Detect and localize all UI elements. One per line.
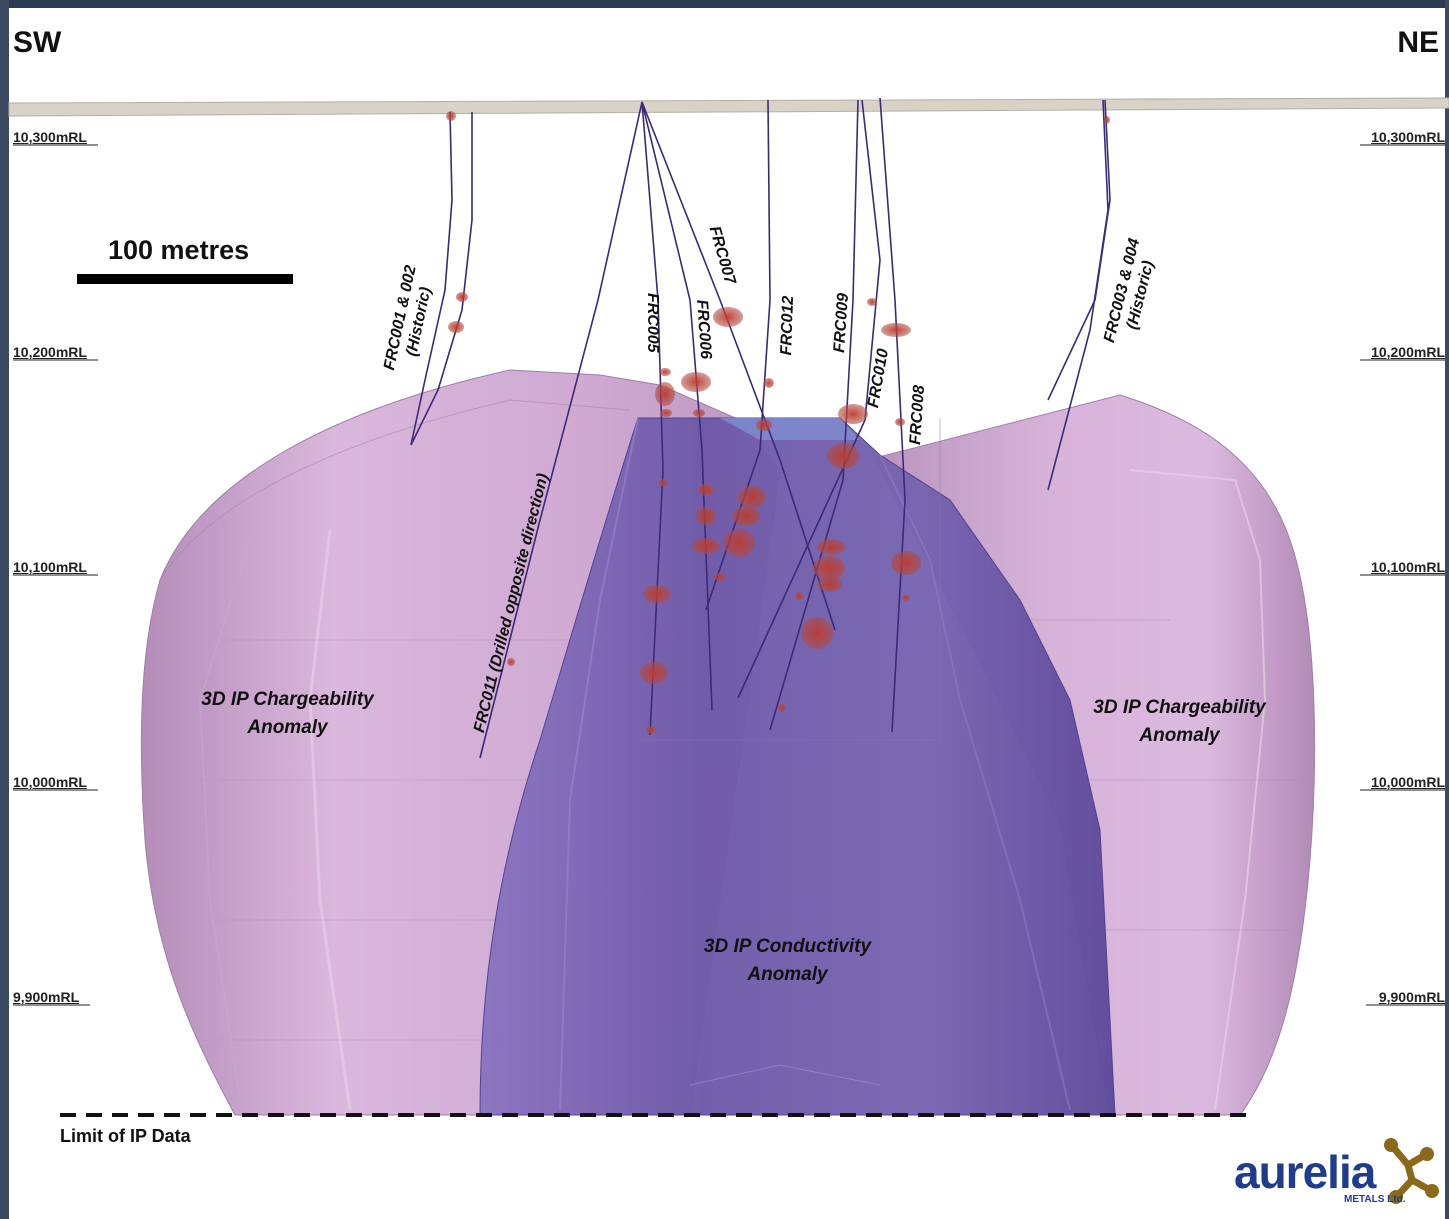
drill-label-frc012: FRC012	[777, 295, 798, 356]
trace-frc004	[1047, 99, 1109, 491]
rl-label-right-9900: 9,900mRL	[1378, 989, 1445, 1005]
trace-frc008	[879, 97, 906, 733]
direction-label-sw: SW	[13, 26, 62, 59]
trace-frc001	[410, 111, 453, 446]
intercept-blob	[801, 617, 833, 649]
intercept-blob	[764, 378, 774, 388]
rl-tick-lines	[13, 144, 1445, 1006]
intercept-blob	[681, 372, 711, 392]
trace-frc010	[737, 99, 881, 699]
intercept-blob	[643, 585, 671, 603]
intercept-blob	[640, 662, 668, 684]
intercept-blob	[646, 726, 656, 734]
scale-bar-label: 100 metres	[108, 235, 250, 265]
rl-label-left-10100: 10,100mRL	[13, 559, 87, 575]
aurelia-logo-subtitle: METALS Ltd.	[1344, 1194, 1406, 1205]
intercept-blob	[696, 507, 716, 525]
intercept-blob	[693, 409, 705, 417]
intercept-blob	[732, 506, 760, 526]
intercept-blob	[867, 298, 877, 306]
intercept-blob	[1104, 116, 1110, 124]
aurelia-logo-wordmark: aurelia	[1234, 1146, 1376, 1198]
intercept-blob	[659, 368, 671, 376]
intercept-blob	[692, 538, 720, 554]
rl-label-right-10300: 10,300mRL	[1371, 129, 1445, 145]
trace-frc012	[705, 99, 771, 611]
intercept-blob	[818, 576, 842, 592]
chargeability-anomaly-left-label: 3D IP Chargeability Anomaly	[201, 689, 374, 738]
chargeability-anomaly-right-label: 3D IP Chargeability Anomaly	[1093, 697, 1266, 746]
drill-label-frc005: FRC005	[644, 293, 661, 353]
conductivity-anomaly-body	[479, 417, 1116, 1116]
rl-label-right-10200: 10,200mRL	[1371, 344, 1445, 360]
rl-label-left-10000: 10,000mRL	[13, 774, 87, 790]
intercept-blob	[446, 111, 456, 121]
rl-label-left-9900: 9,900mRL	[13, 989, 80, 1005]
intercept-blob	[795, 592, 803, 600]
trace-frc003	[1047, 99, 1111, 401]
intercept-blob	[778, 704, 786, 712]
aurelia-logo-mark	[1384, 1138, 1439, 1204]
intercept-blob	[881, 323, 911, 337]
rl-label-right-10000: 10,000mRL	[1371, 774, 1445, 790]
conductivity-anomaly-label: 3D IP Conductivity Anomaly	[703, 936, 872, 985]
direction-label-ne: NE	[1397, 26, 1439, 59]
intercept-blob	[891, 551, 921, 575]
intercept-blob	[723, 529, 755, 557]
intercept-blob	[838, 404, 868, 424]
intercept-blob	[827, 443, 859, 469]
rl-label-right-10100: 10,100mRL	[1371, 559, 1445, 575]
window-right-edge	[1445, 0, 1449, 1219]
intercept-blob	[698, 484, 714, 496]
limit-of-ip-data-label: Limit of IP Data	[60, 1126, 191, 1146]
intercept-blob	[756, 419, 772, 431]
trace-frc009	[769, 99, 859, 731]
intercept-blob	[660, 409, 672, 417]
intercept-blob	[738, 486, 766, 508]
intercept-blob	[448, 321, 464, 333]
topographic-surface	[8, 97, 1449, 117]
mineralisation-intercepts	[446, 111, 1110, 734]
intercept-blob	[902, 595, 910, 601]
intercept-blob	[713, 307, 743, 327]
trace-frc002	[410, 112, 473, 446]
intercept-blob	[714, 573, 726, 581]
intercept-blob	[456, 292, 468, 302]
intercept-blob	[813, 556, 845, 580]
intercept-blob	[817, 539, 845, 555]
intercept-blob	[659, 479, 667, 487]
intercept-blob	[507, 658, 515, 666]
scale-bar	[77, 274, 293, 284]
window-top-strip	[0, 0, 1449, 8]
trace-frc011	[479, 101, 643, 759]
window-left-edge	[0, 0, 9, 1219]
rl-label-left-10200: 10,200mRL	[13, 344, 87, 360]
drill-label-frc006: FRC006	[693, 299, 715, 360]
intercept-blob	[895, 418, 905, 426]
intercept-blob	[655, 382, 675, 406]
rl-label-left-10300: 10,300mRL	[13, 129, 87, 145]
